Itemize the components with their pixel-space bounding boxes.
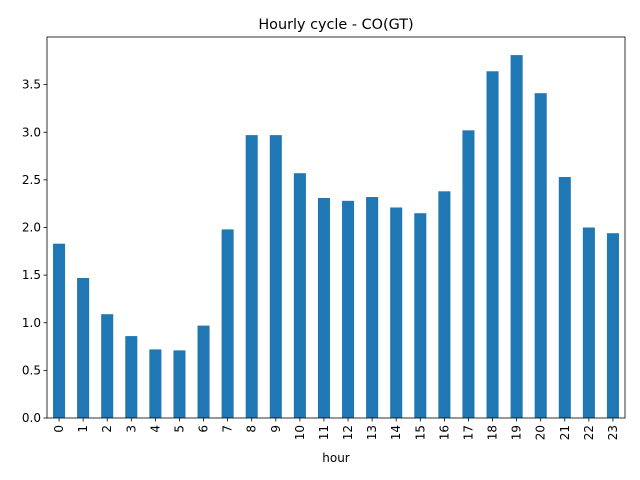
y-tick-label: 2.0: [22, 221, 41, 235]
bar-hour-15: [414, 213, 427, 418]
x-tick-label: 23: [606, 425, 620, 440]
x-tick-label: 13: [365, 425, 379, 440]
x-tick-label: 5: [172, 425, 186, 433]
y-tick-label: 2.5: [22, 173, 41, 187]
x-tick-label: 9: [269, 425, 283, 433]
bar-hour-14: [390, 207, 403, 418]
bar-hour-4: [149, 349, 162, 418]
bar-hour-13: [366, 197, 379, 418]
x-tick-label: 0: [52, 425, 66, 433]
y-axis: 0.0 0.5 1.0 1.5 2.0 2.5 3.0 3.5: [22, 78, 47, 425]
bar-hour-10: [293, 173, 306, 418]
y-tick-label: 3.0: [22, 125, 41, 139]
bar-hour-21: [558, 177, 571, 418]
y-tick-label: 1.5: [22, 268, 41, 282]
chart-title: Hourly cycle - CO(GT): [258, 17, 413, 33]
bar-hour-1: [77, 277, 90, 418]
x-tick-label: 18: [486, 425, 500, 440]
bar-hour-17: [462, 130, 475, 418]
bar-hour-5: [173, 350, 186, 418]
bar-hour-0: [53, 243, 66, 418]
bar-hour-19: [510, 55, 523, 418]
bar-hour-3: [125, 336, 138, 418]
y-tick-label: 0.0: [22, 411, 41, 425]
y-tick-label: 0.5: [22, 363, 41, 377]
x-tick-label: 15: [413, 425, 427, 440]
x-tick-label: 10: [293, 425, 307, 440]
bar-hour-12: [342, 200, 355, 418]
x-axis: 0 1 2 3 4 5 6 7 8 9 10 11 12 13 14 15 16 17 18 19 20 21 22 23: [52, 418, 620, 440]
x-tick-label: 16: [437, 425, 451, 440]
bar-hour-8: [245, 135, 258, 419]
x-tick-label: 12: [341, 425, 355, 440]
y-tick-label: 3.5: [22, 78, 41, 92]
x-tick-label: 19: [510, 425, 524, 440]
bar-hour-20: [534, 93, 547, 418]
x-axis-label: hour: [322, 451, 350, 465]
bar-hour-2: [101, 314, 114, 418]
x-tick-label: 17: [461, 425, 475, 440]
x-tick-label: 11: [317, 425, 331, 440]
x-tick-label: 1: [76, 425, 90, 433]
x-tick-label: 21: [558, 425, 572, 440]
x-tick-label: 20: [534, 425, 548, 440]
plot-frame: [46, 36, 626, 419]
x-tick-label: 2: [100, 425, 114, 433]
x-tick-label: 7: [221, 425, 235, 433]
bar-hour-18: [486, 71, 499, 418]
x-tick-label: 4: [148, 425, 162, 433]
bar-hour-6: [197, 325, 210, 418]
bar-hour-22: [582, 227, 595, 418]
y-tick-label: 1.0: [22, 316, 41, 330]
bar-hour-23: [606, 233, 619, 418]
x-tick-label: 22: [582, 425, 596, 440]
bar-hour-7: [221, 229, 234, 418]
x-tick-label: 14: [389, 425, 403, 440]
bar-hour-16: [438, 191, 451, 418]
bar-hour-9: [269, 135, 282, 419]
bars-group: [53, 55, 619, 419]
x-tick-label: 3: [124, 425, 138, 433]
bar-hour-11: [317, 197, 330, 418]
x-tick-label: 8: [245, 425, 259, 433]
x-tick-label: 6: [197, 425, 211, 433]
